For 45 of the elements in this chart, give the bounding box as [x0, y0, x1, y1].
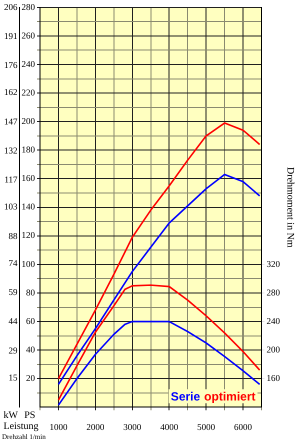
y3-axis-title: kW [4, 410, 19, 421]
y-tick-label: 140 [22, 202, 36, 212]
y2-tick-label: 160 [266, 373, 280, 383]
x-tick-label: 6000 [234, 422, 253, 432]
y-tick-label: 220 [22, 87, 36, 98]
y3-tick-label: 74 [8, 258, 18, 268]
y3-tick-label: 59 [8, 287, 18, 298]
x-tick-label: 1000 [49, 422, 68, 432]
y3-tick-label: 44 [8, 316, 18, 326]
x-tick-label: 3000 [123, 422, 142, 432]
y-tick-label: 240 [22, 58, 36, 69]
y2-tick-label: 240 [266, 316, 280, 326]
y3-tick-label: 117 [4, 174, 18, 184]
x-tick-label: 4000 [160, 422, 179, 432]
x-tick-label: 5000 [197, 422, 216, 432]
text: Leistung [4, 420, 38, 432]
text: Serie [170, 390, 200, 404]
y-tick-label: 40 [26, 344, 36, 354]
y-tick-label: 80 [26, 287, 36, 298]
y2-tick-label: 200 [266, 344, 280, 354]
y3-tick-label: 103 [4, 202, 18, 212]
y2-tick-label: 320 [266, 258, 280, 269]
y2-tick-label: 280 [266, 287, 280, 298]
y-tick-label: 160 [22, 173, 36, 184]
y3-tick-label: 162 [4, 87, 18, 98]
x-tick-label: 2000 [86, 422, 105, 432]
y-axis-title: PS [24, 410, 36, 421]
y-tick-label: 20 [26, 373, 36, 383]
y2-axis-title: Drehmoment in Nm [284, 167, 296, 248]
y-tick-label: 60 [26, 316, 36, 326]
y3-tick-label: 206 [4, 2, 18, 12]
y3-tick-label: 88 [8, 230, 18, 241]
y3-tick-label: 132 [4, 145, 18, 156]
y3-tick-label: 176 [4, 60, 18, 70]
y-tick-label: 100 [22, 258, 36, 269]
y3-tick-label: 15 [8, 372, 18, 382]
y-tick-label: 180 [22, 144, 36, 155]
y3-tick-label: 191 [4, 30, 18, 41]
y-tick-label: 200 [22, 116, 36, 126]
y3-tick-label: 29 [8, 345, 18, 356]
y3-tick-label: 147 [4, 116, 18, 126]
y-tick-label: 260 [22, 30, 36, 40]
y-tick-label: 280 [22, 2, 36, 12]
text: optimiert [204, 390, 256, 404]
y-tick-label: 120 [22, 230, 36, 240]
